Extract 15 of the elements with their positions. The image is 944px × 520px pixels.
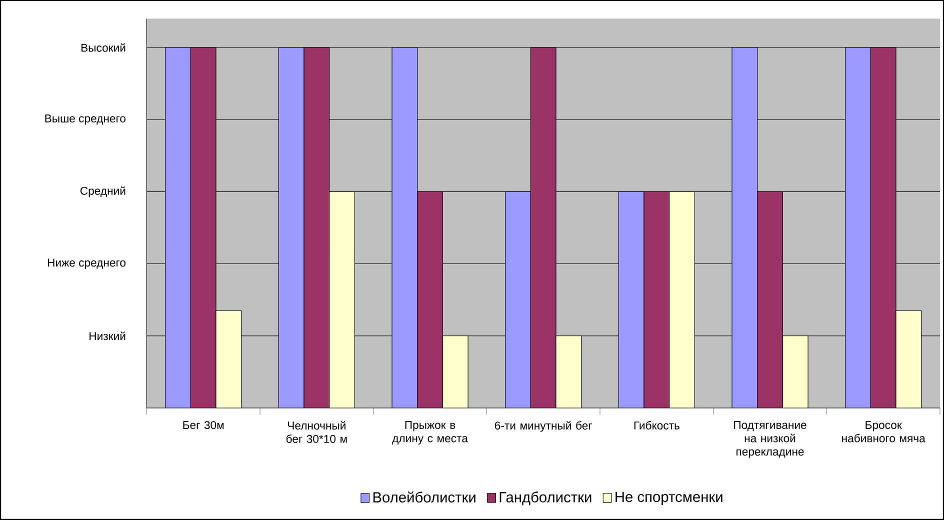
x-tick-label: 6-ти минутный бег bbox=[494, 421, 592, 432]
legend-label: Гандболистки bbox=[500, 492, 592, 506]
text: Выше среднего bbox=[45, 114, 126, 125]
text: Низкий bbox=[90, 332, 126, 340]
x-tick-label: Бег 30м bbox=[183, 421, 224, 430]
text: Ниже среднего bbox=[48, 258, 126, 269]
x-tick-label: Прыжок в длину с места bbox=[392, 421, 468, 445]
x-tick-label: Подтягивание на низкой перекладине bbox=[734, 421, 806, 458]
x-tick-label: Гибкость bbox=[634, 421, 680, 430]
text: Средний bbox=[80, 186, 126, 198]
x-tick-label: Бросок набивного мяча bbox=[842, 421, 926, 442]
legend-label: Волейболистки bbox=[373, 491, 476, 502]
legend-label: Не спортсменки bbox=[616, 492, 722, 505]
x-tick-label: Челночный бег 30*10 м bbox=[286, 421, 347, 443]
text: Высокий bbox=[81, 43, 126, 52]
